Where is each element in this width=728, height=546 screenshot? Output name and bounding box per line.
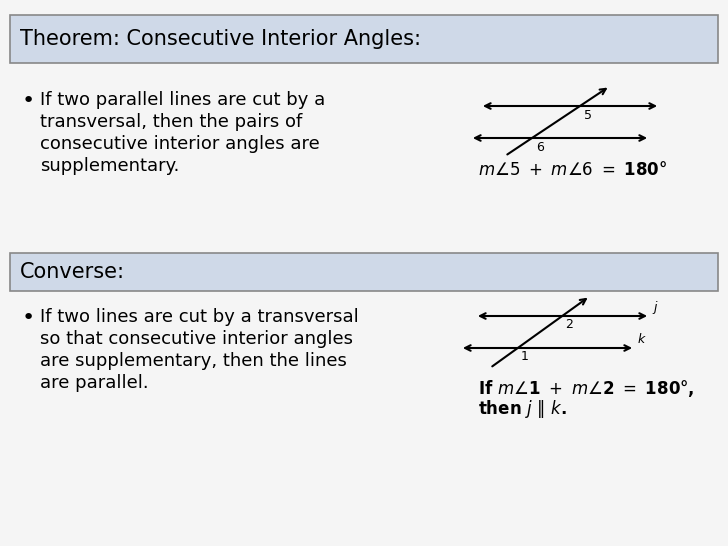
Text: If $m\angle\mathbf{1}\ +\ m\angle\mathbf{2}\ =\ \mathbf{180°}$,: If $m\angle\mathbf{1}\ +\ m\angle\mathbf… — [478, 378, 695, 399]
FancyBboxPatch shape — [10, 15, 718, 63]
FancyBboxPatch shape — [10, 253, 718, 291]
Text: 6: 6 — [536, 141, 544, 154]
Text: j: j — [653, 301, 657, 314]
Text: Theorem: Consecutive Interior Angles:: Theorem: Consecutive Interior Angles: — [20, 29, 421, 49]
Text: 1: 1 — [521, 350, 529, 363]
Text: Converse:: Converse: — [20, 262, 125, 282]
Text: are supplementary, then the lines: are supplementary, then the lines — [40, 352, 347, 370]
Text: transversal, then the pairs of: transversal, then the pairs of — [40, 113, 302, 131]
Text: then $\mathit{j}\ \|\ \mathit{k}$.: then $\mathit{j}\ \|\ \mathit{k}$. — [478, 398, 566, 420]
Text: $m\angle 5\ +\ m\angle 6\ =\ \mathbf{180°}$: $m\angle 5\ +\ m\angle 6\ =\ \mathbf{180… — [478, 161, 668, 179]
Text: so that consecutive interior angles: so that consecutive interior angles — [40, 330, 353, 348]
Text: 5: 5 — [584, 109, 592, 122]
Text: If two parallel lines are cut by a: If two parallel lines are cut by a — [40, 91, 325, 109]
Text: If two lines are cut by a transversal: If two lines are cut by a transversal — [40, 308, 359, 326]
Text: •: • — [22, 91, 35, 111]
Text: are parallel.: are parallel. — [40, 374, 149, 392]
Text: k: k — [638, 333, 645, 346]
Text: consecutive interior angles are: consecutive interior angles are — [40, 135, 320, 153]
Text: supplementary.: supplementary. — [40, 157, 179, 175]
Text: 2: 2 — [565, 318, 573, 331]
Text: •: • — [22, 308, 35, 328]
